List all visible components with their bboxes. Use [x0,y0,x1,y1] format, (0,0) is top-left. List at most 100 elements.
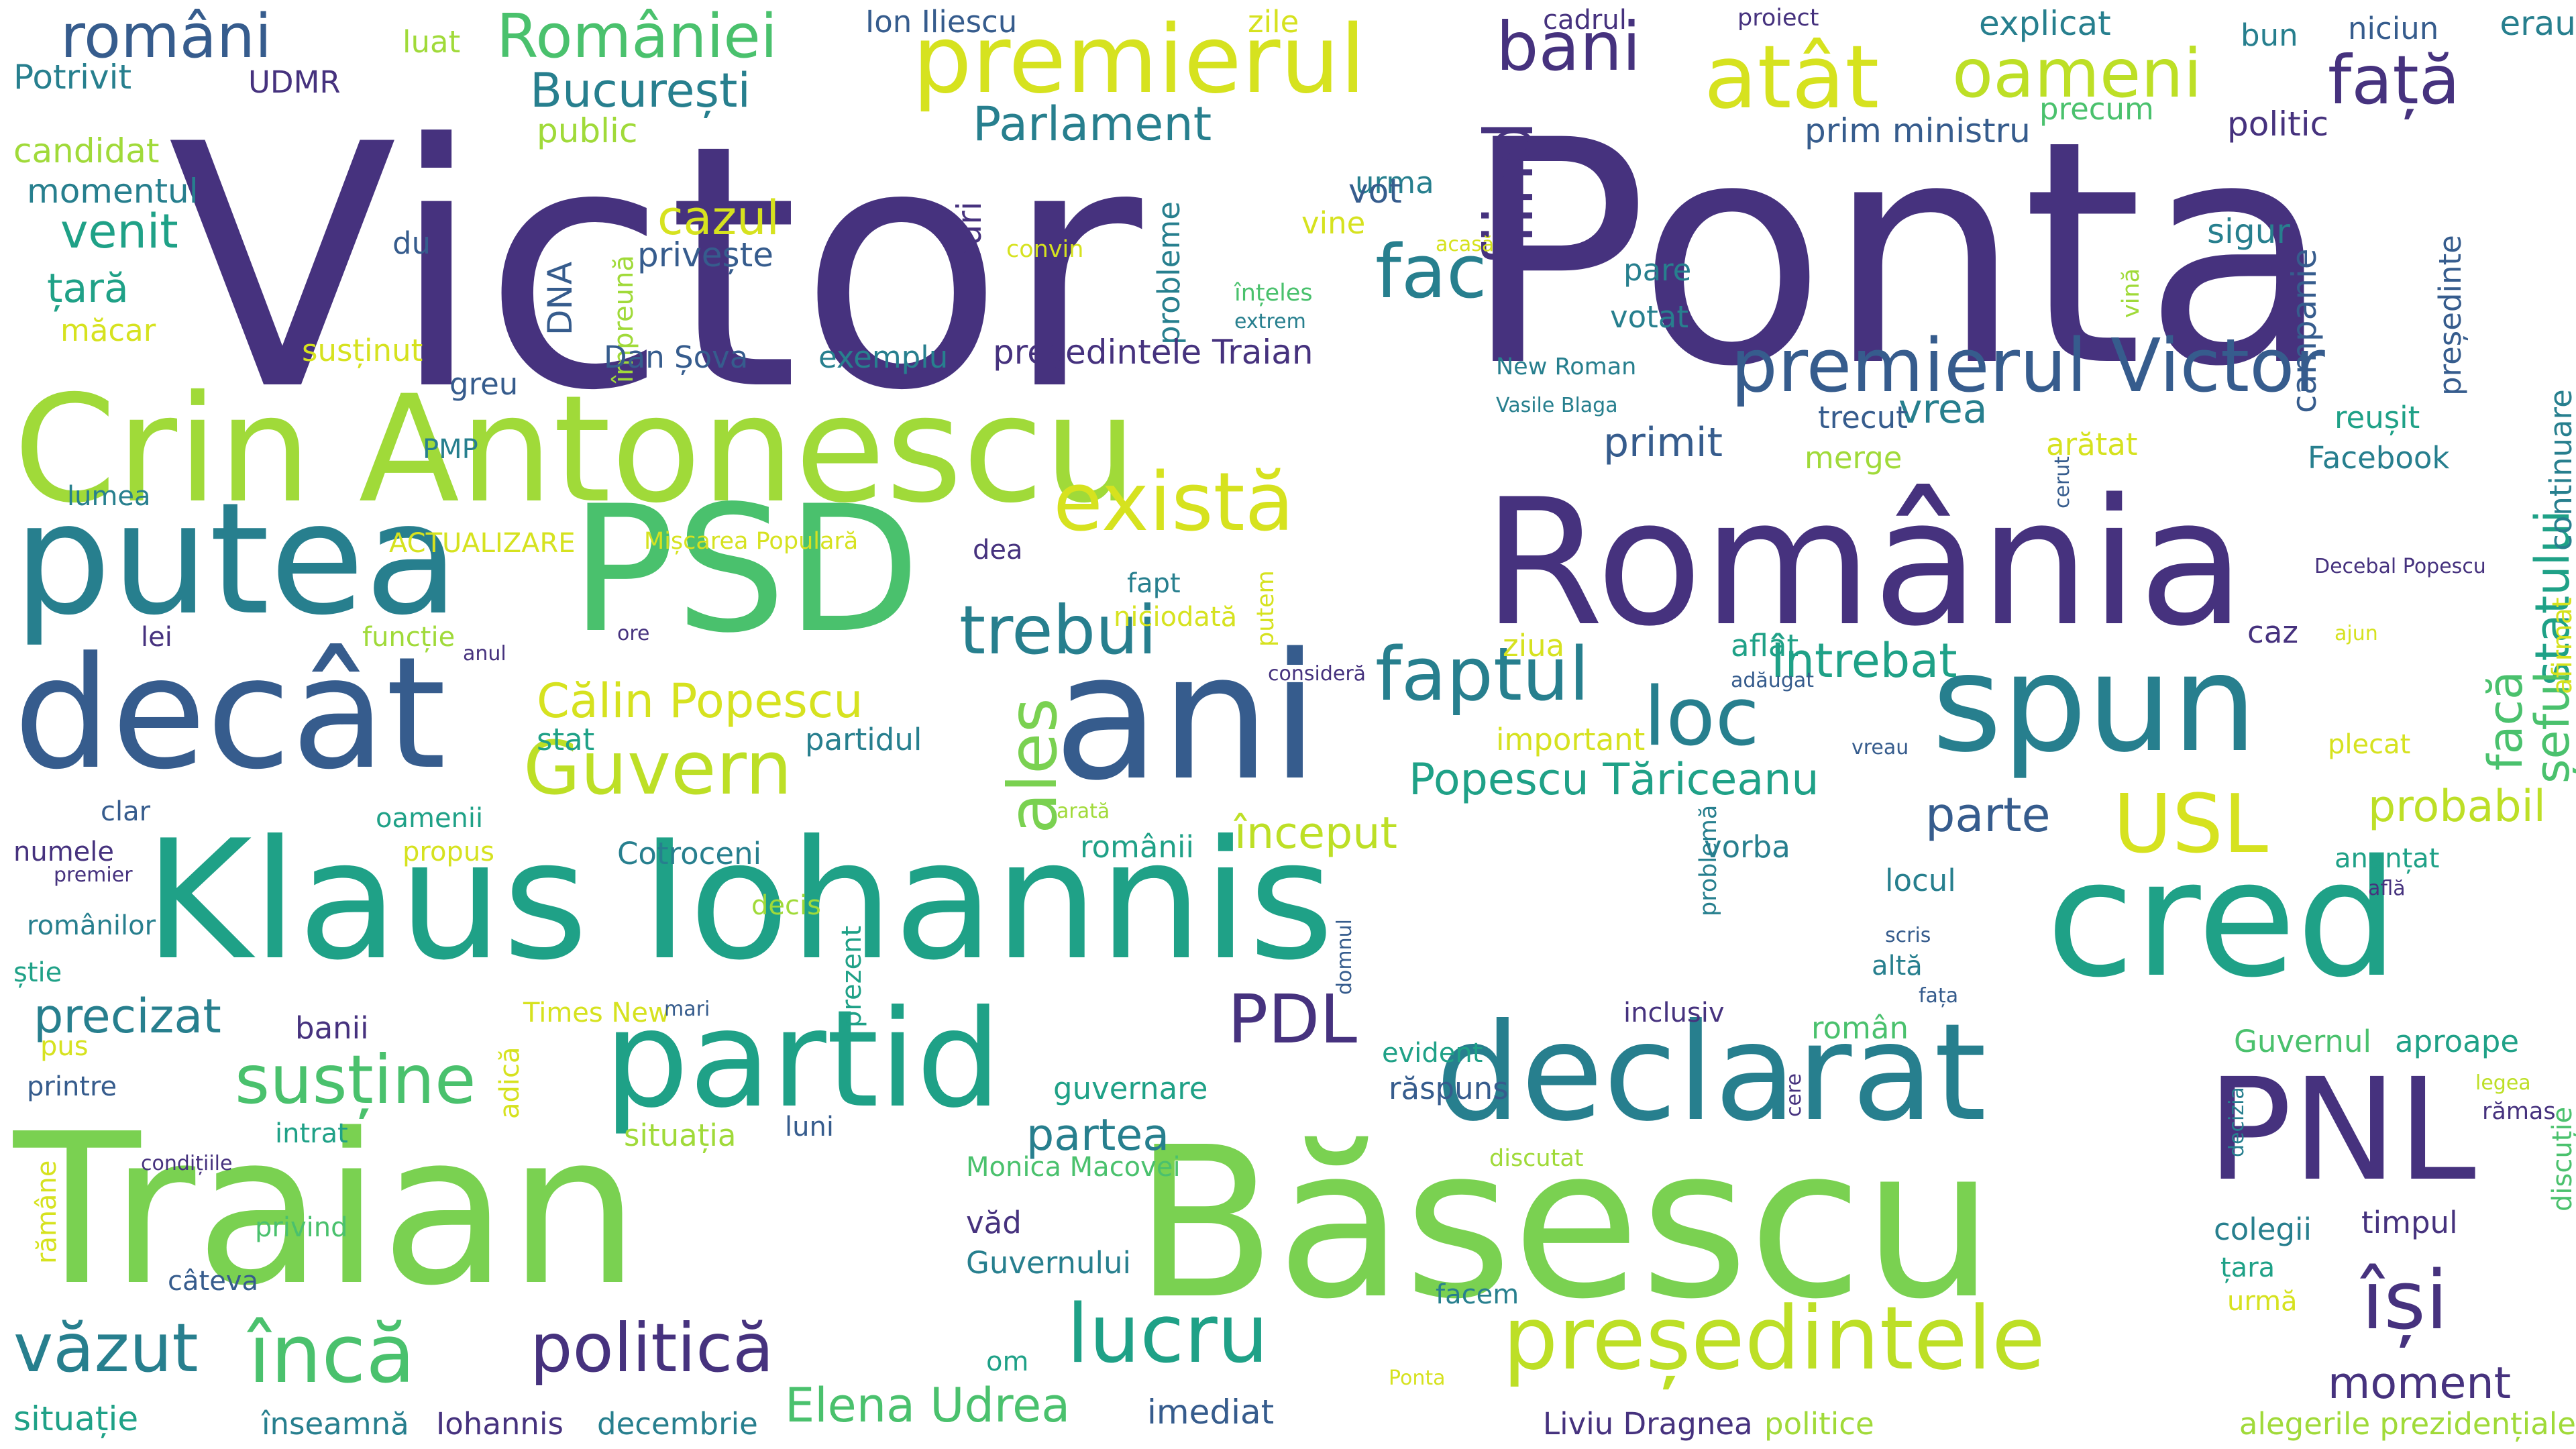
word-pmp-111: PMP [423,434,478,465]
word-ramane-181: rămâne [32,1160,62,1264]
word-exemplu-100: exemplu [818,339,949,375]
word-spun-8: spun [1932,626,2257,782]
word-presedintele-traian-101: președintele Traian [993,333,1313,372]
word-new-roman-102: New Roman [1496,354,1637,380]
word-fac-32: fac [1375,229,1487,315]
word-scris-153: scris [1885,924,1931,947]
word-reusit-107: reușit [2334,400,2420,435]
word-guvernului-187: Guvernului [966,1245,1131,1281]
word-banii-158: banii [295,1010,369,1046]
word-intrebat-45: Întrebat [1771,633,1957,688]
word-extrem-90: extrem [1234,310,1306,333]
word-proiect-77: proiect [1737,5,1819,32]
word-clar-137: clar [101,796,151,827]
word-oameni-23: oameni [1952,34,2202,113]
word-iohannis-196: Iohannis [436,1406,564,1442]
word-alegerile-prezidentiale-201: alegerile prezidențiale [2239,1406,2576,1442]
word-legea-170: legea [2475,1071,2531,1095]
word-afirmat-131: afirmat [2547,597,2576,694]
word-ponta-193: Ponta [1389,1366,1446,1390]
word-dna-84: DNA [541,261,580,335]
word-stat-132: stat [537,722,595,757]
word-elena-udrea-52: Elena Udrea [785,1378,1071,1433]
word-pnl-13: PNL [2207,1048,2476,1212]
word-situatie-194: situație [13,1399,139,1438]
word-alta-154: altă [1872,951,1923,981]
word-politica-19: politică [530,1309,774,1387]
word-usl-34: USL [2113,778,2268,871]
word-oamenii-138: oamenii [376,803,484,834]
word-exista-27: există [1053,456,1295,549]
word-adica-178: adică [494,1046,525,1119]
word-urma-190: urmă [2227,1286,2298,1317]
word-du-82: du [392,225,431,261]
word-romani-38: români [60,1,272,72]
word-premierul-victor-26: premierul Victor [1731,323,2325,409]
word-propus-143: propus [402,837,495,867]
word-luni-174: luni [785,1112,834,1142]
word-fapt-116: fapt [1127,568,1181,599]
word-inseamna-195: înseamnă [262,1406,409,1442]
word-klaus-iohannis-9: Klaus Iohannis [144,805,1334,996]
word-ore-124: ore [617,622,650,645]
word-niciun-74: niciun [2348,11,2439,46]
word-politic-72: politic [2227,105,2329,144]
word-caz-129: caz [2247,614,2298,650]
word-explicat-69: explicat [1979,4,2111,43]
word-tara-62: țară [47,265,129,312]
word-presedintele-16: președintele [1503,1287,2045,1389]
word-guvernare-168: guvernare [1053,1071,1208,1106]
word-liviu-dragnea-199: Liviu Dragnea [1543,1406,1753,1442]
word-decis-151: decis [751,890,821,921]
word-putem-118: putem [1252,570,1279,647]
word-continuare-109: continuare [2543,389,2576,551]
word-vorba-146: vorba [1704,829,1790,865]
word-facem-191: facem [1436,1279,1519,1310]
word-fata-157: fața [1919,984,1959,1008]
word-probleme-86: probleme [1151,201,1187,345]
word-presedinte-96: președinte [2432,235,2468,396]
word-actualizare-113: ACTUALIZARE [389,528,576,559]
word-sigur-93: sigur [2207,212,2290,251]
word-primit-50: primit [1603,419,1723,466]
word-raspuns-169: răspuns [1389,1071,1509,1106]
word-cotroceni-144: Cotroceni [617,836,762,871]
word-cred-10: cred [2046,825,2399,1013]
word-cateva-189: câteva [168,1266,258,1297]
word-monica-macovei-180: Monica Macovei [966,1152,1181,1183]
word-timpul-185: timpul [2361,1205,2458,1240]
word-locul-147: locul [1885,863,1956,898]
word-prezent-156: prezent [837,925,867,1028]
word-decat-6: decât [13,625,447,804]
word-vasile-blaga-103: Vasile Blaga [1496,394,1618,417]
word-romania-3: România [1483,462,2245,665]
word-cadrul-76: cadrul [1543,5,1627,36]
word-numele-141: numele [13,837,114,867]
word-mari-160: mari [664,998,710,1021]
word-ziua-126: ziua [1503,628,1565,663]
word-trebui-28: trebui [959,591,1157,669]
word-putea-4: putea [13,470,460,649]
word-guvernul-165: Guvernul [2234,1024,2371,1059]
word-printre-167: printre [27,1071,117,1102]
word-traian-14: Traian [13,1089,640,1332]
word-romanilor-150: românilor [27,910,156,941]
word-anul-123: anul [463,642,506,665]
word-vazut-20: văzut [13,1309,199,1387]
word-partea-54: partea [1026,1110,1170,1161]
word-popescu-tariceanu-43: Popescu Tăriceanu [1409,755,1819,805]
word-public-68: public [537,111,638,150]
word-votat-92: votat [1610,299,1689,335]
word-cere-176: cere [1782,1073,1806,1117]
word-arata-139: arată [1057,800,1110,823]
word-vot-79: vot [1348,172,1402,211]
word-loc-30: loc [1644,671,1760,764]
word-parte-46: parte [1925,788,2051,843]
word-important-134: important [1496,722,1646,757]
word-fata-25: față [2328,41,2460,119]
word-considera-125: consideră [1268,662,1366,686]
word-aflat-127: aflat [1731,628,1799,663]
word-ani-7: ani [1053,616,1320,819]
word-lei-121: lei [141,622,172,653]
word-campanie-95: campanie [2285,248,2324,413]
